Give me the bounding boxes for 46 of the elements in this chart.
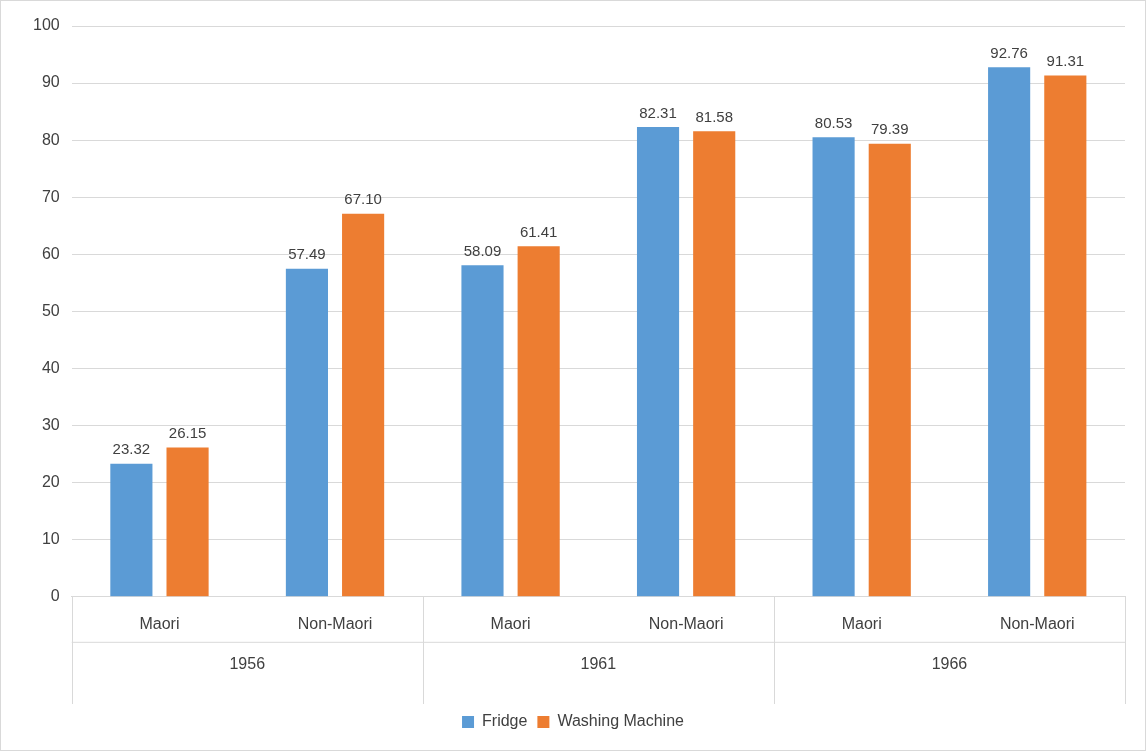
data-label: 80.53 [814,113,853,131]
x-tick-label: Maori [841,614,882,632]
y-tick-label: 100 [32,16,60,34]
data-label: 61.41 [519,222,558,240]
y-tick-label: 70 [41,187,60,205]
bar [342,213,385,597]
y-tick-label: 90 [41,73,60,91]
data-label: 82.31 [639,103,677,121]
bar [110,463,153,597]
y-tick-label: 0 [50,587,60,605]
bar [636,126,680,597]
data-label: 67.10 [344,190,382,208]
data-label: 57.49 [288,245,326,263]
data-label: 81.58 [695,107,733,125]
x-tick-label: Maori [490,614,531,632]
bar [812,137,855,597]
data-label: 79.39 [870,120,909,138]
x-tick-label: Non-Maori [999,614,1075,632]
bar [988,67,1031,597]
text: 1966 [931,655,968,673]
legend-label: Fridge [482,712,528,730]
data-label: 23.32 [112,440,151,458]
data-label: 26.15 [168,424,207,442]
x-tick-label: Maori [139,614,180,632]
y-tick-label: 80 [41,130,60,148]
x-tick-label: Non-Maori [297,614,373,632]
data-label: 58.09 [463,241,502,259]
y-tick-label: 40 [41,358,60,376]
bar [868,143,911,597]
text: 1961 [580,655,617,673]
y-tick-label: 30 [41,415,60,433]
y-tick-label: 50 [41,301,60,319]
y-tick-label: 20 [41,473,60,491]
x-tick-label: Non-Maori [648,614,724,632]
bar [285,268,328,597]
bar [166,447,209,597]
data-label: 91.31 [1046,52,1085,70]
y-tick-label: 10 [41,530,60,548]
bar [1044,75,1087,597]
legend-label: Washing Machine [557,712,685,730]
bar [517,246,560,597]
bar [461,265,504,597]
text: 1956 [229,655,266,673]
data-label: 92.76 [990,43,1028,61]
y-tick-label: 60 [41,244,60,262]
bar [693,131,736,597]
